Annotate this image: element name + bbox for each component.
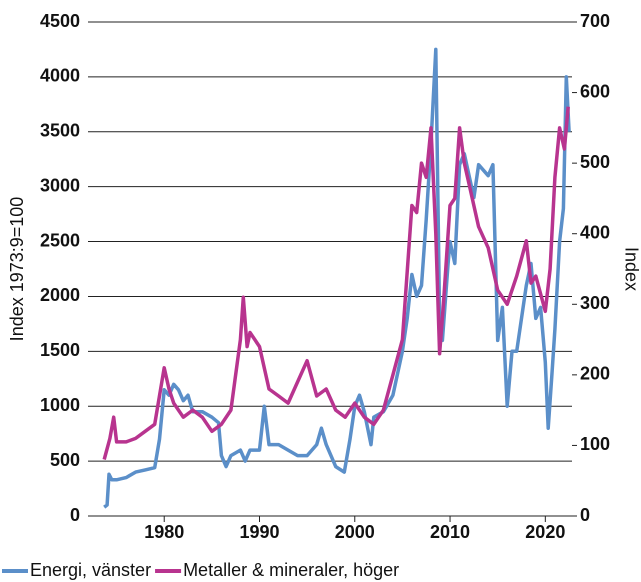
y-tick-label: 2500 bbox=[40, 230, 80, 250]
y2-tick-label: 100 bbox=[580, 434, 610, 454]
y2-axis-label: Index bbox=[621, 247, 641, 291]
x-tick-label: 2000 bbox=[335, 522, 375, 542]
y-tick-label: 3000 bbox=[40, 175, 80, 195]
y2-tick-label: 200 bbox=[580, 364, 610, 384]
y-tick-label: 4000 bbox=[40, 66, 80, 86]
y-tick-label: 0 bbox=[70, 505, 80, 525]
legend-label: Metaller & mineraler, höger bbox=[183, 560, 399, 580]
y-axis-label: Index 1973:9=100 bbox=[7, 197, 27, 342]
y-tick-label: 1000 bbox=[40, 395, 80, 415]
x-tick-label: 1990 bbox=[239, 522, 279, 542]
y-tick-label: 4500 bbox=[40, 11, 80, 31]
y2-tick-label: 600 bbox=[580, 81, 610, 101]
y-tick-label: 3500 bbox=[40, 121, 80, 141]
legend-label: Energi, vänster bbox=[30, 560, 151, 580]
y2-tick-label: 500 bbox=[580, 152, 610, 172]
y2-tick-label: 0 bbox=[580, 505, 590, 525]
y2-tick-label: 700 bbox=[580, 11, 610, 31]
x-tick-label: 2010 bbox=[430, 522, 470, 542]
y2-tick-label: 300 bbox=[580, 293, 610, 313]
line bbox=[103, 47, 571, 509]
x-tick-label: 2020 bbox=[525, 522, 565, 542]
x-tick-label: 1980 bbox=[144, 522, 184, 542]
line bbox=[102, 106, 570, 460]
y-tick-label: 2000 bbox=[40, 285, 80, 305]
y-tick-label: 500 bbox=[50, 450, 80, 470]
y-tick-label: 1500 bbox=[40, 340, 80, 360]
y2-tick-label: 400 bbox=[580, 222, 610, 242]
